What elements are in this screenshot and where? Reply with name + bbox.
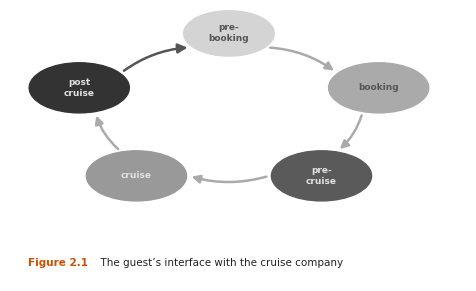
Circle shape — [328, 63, 428, 113]
Text: cruise: cruise — [121, 171, 152, 180]
Circle shape — [183, 11, 274, 56]
Text: The guest’s interface with the cruise company: The guest’s interface with the cruise co… — [94, 258, 343, 268]
Text: booking: booking — [357, 83, 398, 92]
FancyBboxPatch shape — [0, 237, 476, 290]
Text: pre-
booking: pre- booking — [208, 23, 249, 43]
Circle shape — [29, 63, 129, 113]
Text: Figure 2.1: Figure 2.1 — [28, 258, 88, 268]
Circle shape — [271, 151, 371, 201]
Text: pre-
cruise: pre- cruise — [305, 166, 336, 186]
Circle shape — [86, 151, 186, 201]
Text: post
cruise: post cruise — [64, 78, 95, 98]
